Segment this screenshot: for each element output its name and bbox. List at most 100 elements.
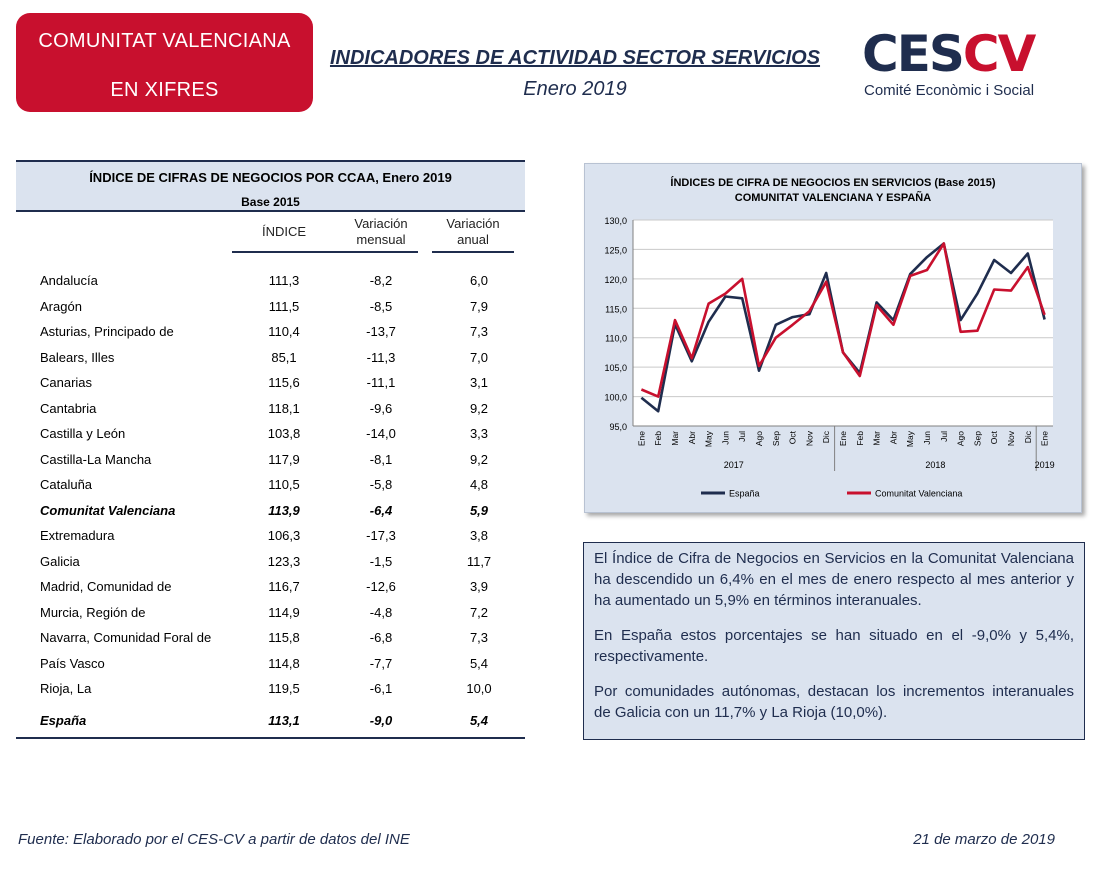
table-cell-mensual: -13,7 [366, 324, 396, 339]
table-cell-indice: 111,5 [268, 298, 300, 314]
table-row: Cataluña 110,5 -5,8 4,8 [16, 477, 525, 497]
col-header-anual-2: anual [457, 232, 489, 247]
x-tick-label: Sep [771, 431, 781, 446]
table-cell-region: Comunitat Valenciana [40, 502, 176, 518]
table-cell-mensual: -9,0 [369, 712, 393, 728]
table-cell-region: Castilla-La Mancha [40, 451, 152, 467]
cescv-logo: CESCV Comité Econòmic i Social [860, 24, 1080, 104]
table-cell-indice: 123,3 [267, 553, 301, 569]
x-tick-label: Oct [788, 430, 798, 444]
x-tick-label: Ene [838, 431, 848, 446]
x-tick-label: May [704, 430, 714, 447]
x-tick-label: Sep [972, 431, 982, 446]
table-cell-anual: 4,8 [469, 477, 489, 492]
table-cell-indice: 85,1 [271, 349, 297, 365]
table-row: Extremadura 106,3 -17,3 3,8 [16, 528, 525, 548]
y-tick-label: 105,0 [604, 363, 627, 373]
table-cell-indice: 110,5 [268, 477, 300, 492]
line-chart: ÍNDICES DE CIFRA DE NEGOCIOS EN SERVICIO… [604, 176, 1055, 499]
table-cell-indice: 113,9 [268, 502, 300, 518]
table-cell-anual: 7,9 [469, 298, 489, 314]
table-bottom-rule [16, 737, 525, 739]
table-cell-mensual: -12,6 [366, 579, 396, 594]
table-cell-mensual: -5,8 [369, 477, 393, 492]
table-cell-mensual: -6,1 [369, 681, 393, 696]
table-cell-indice: 106,3 [267, 528, 301, 543]
table-cell-region: Balears, Illes [40, 349, 115, 365]
table-cell-indice: 118,1 [268, 400, 300, 416]
table-row: Balears, Illes 85,1 -11,3 7,0 [16, 350, 525, 370]
table-cell-region: Cataluña [40, 477, 93, 492]
table-cell-anual: 3,1 [469, 375, 489, 390]
table-row: Galicia 123,3 -1,5 11,7 [16, 554, 525, 574]
year-label: 2017 [724, 460, 744, 470]
table-row: España 113,1 -9,0 5,4 [16, 713, 525, 733]
table-cell-anual: 6,0 [469, 273, 489, 288]
table-cell-region: Canarias [40, 375, 93, 390]
region-badge: COMUNITAT VALENCIANA EN XIFRES [16, 13, 313, 112]
x-tick-label: Feb [653, 431, 663, 446]
logo-mark-a: CES [862, 25, 965, 83]
x-tick-label: Feb [855, 431, 865, 446]
table-cell-anual: 7,3 [469, 630, 489, 645]
document-title: INDICADORES DE ACTIVIDAD SECTOR SERVICIO… [329, 47, 821, 69]
table-cell-indice: 116,7 [268, 579, 300, 594]
y-tick-label: 115,0 [605, 304, 627, 314]
table-cell-anual: 3,8 [469, 528, 489, 543]
ccaa-table: ÍNDICE DE CIFRAS DE NEGOCIOS POR CCAA, E… [16, 160, 525, 740]
table-row: Comunitat Valenciana 113,9 -6,4 5,9 [16, 503, 525, 523]
table-row: Madrid, Comunidad de 116,7 -12,6 3,9 [16, 579, 525, 599]
table-cell-mensual: -14,0 [366, 426, 396, 441]
chart-grid: 95,0 100,0 105,0 110,0 115,0 120,0 125,0 130,0 [604, 216, 1053, 432]
logo-mark: CESCV [862, 24, 1036, 84]
table-cell-indice: 114,8 [268, 655, 300, 671]
col-header-mensual-2: mensual [356, 232, 406, 247]
table-cell-indice: 111,3 [268, 273, 300, 288]
table-cell-region: Murcia, Región de [40, 604, 146, 620]
commentary-p1: El Índice de Cifra de Negocios en Servic… [594, 550, 1074, 609]
col-header-indice: ÍNDICE [261, 224, 307, 239]
table-row: Aragón 111,5 -8,5 7,9 [16, 299, 525, 319]
badge-line2: EN XIFRES [110, 79, 219, 101]
source-note: Fuente: Elaborado por el CES-CV a partir… [18, 831, 410, 848]
logo-subtitle: Comité Econòmic i Social [864, 82, 1035, 99]
commentary-p2: En España estos porcentajes se han situa… [594, 627, 1074, 665]
logo-mark-b: CV [962, 25, 1036, 83]
table-cell-indice: 117,9 [268, 451, 300, 467]
table-row: Andalucía 111,3 -8,2 6,0 [16, 273, 525, 293]
x-tick-label: Dic [1023, 430, 1033, 443]
table-cell-mensual: -8,1 [369, 451, 393, 467]
table-cell-anual: 5,4 [469, 712, 489, 728]
table-cell-anual: 7,0 [469, 349, 489, 365]
table-cell-mensual: -6,4 [369, 502, 393, 518]
chart-axes: Ene Feb Mar Abr May Jun Jul Ago Sep Oct Nov Dic Ene F… [632, 220, 1055, 471]
legend-label: España [729, 489, 760, 499]
col-header-mensual-1: Variación [354, 216, 408, 231]
table-cell-mensual: -8,2 [369, 273, 393, 288]
table-cell-region: Rioja, La [40, 681, 92, 696]
table-cell-region: Castilla y León [40, 426, 126, 441]
table-cell-mensual: -11,3 [366, 349, 396, 365]
table-cell-anual: 3,9 [469, 579, 489, 594]
table-cell-region: Aragón [40, 298, 82, 314]
col-rule-mensual [323, 251, 418, 253]
col-rule-indice [232, 251, 327, 253]
x-tick-label: Abr [888, 431, 898, 444]
col-rule-anual [432, 251, 514, 253]
table-row: Rioja, La 119,5 -6,1 10,0 [16, 681, 525, 701]
table-subtitle: Base 2015 [241, 195, 300, 209]
table-row: Cantabria 118,1 -9,6 9,2 [16, 401, 525, 421]
badge-line1: COMUNITAT VALENCIANA [38, 30, 291, 52]
table-cell-anual: 5,4 [469, 655, 489, 671]
table-cell-anual: 9,2 [469, 400, 489, 416]
x-tick-label: Abr [687, 431, 697, 444]
table-cell-indice: 115,8 [268, 630, 300, 645]
commentary-box: El Índice de Cifra de Negocios en Servic… [583, 542, 1085, 740]
x-tick-label: Ene [1040, 431, 1050, 446]
table-row: Castilla-La Mancha 117,9 -8,1 9,2 [16, 452, 525, 472]
y-tick-label: 110,0 [605, 334, 627, 344]
y-tick-label: 95,0 [609, 422, 627, 432]
x-tick-label: Ene [636, 431, 646, 446]
table-cell-mensual: -11,1 [366, 375, 396, 390]
table-row: Navarra, Comunidad Foral de 115,8 -6,8 7,3 [16, 630, 525, 650]
